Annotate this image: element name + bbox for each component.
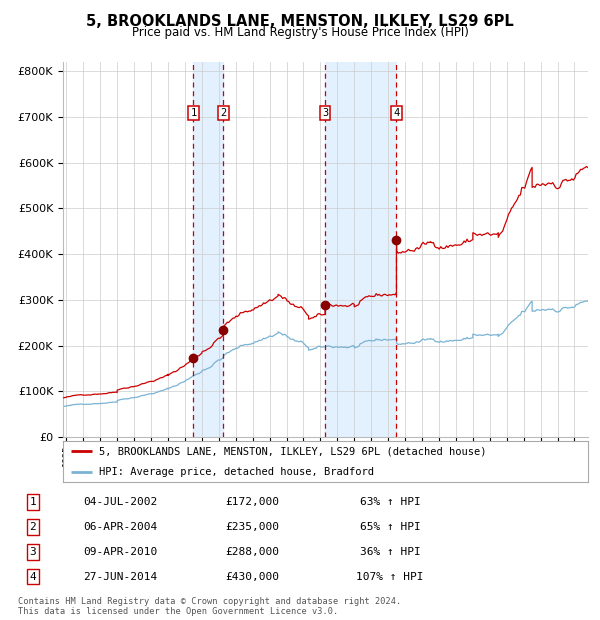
Text: £172,000: £172,000 — [225, 497, 279, 507]
Bar — [325, 62, 397, 437]
Text: HPI: Average price, detached house, Bradford: HPI: Average price, detached house, Brad… — [98, 467, 374, 477]
Text: 2: 2 — [29, 522, 37, 532]
Text: 5, BROOKLANDS LANE, MENSTON, ILKLEY, LS29 6PL: 5, BROOKLANDS LANE, MENSTON, ILKLEY, LS2… — [86, 14, 514, 29]
Text: 5, BROOKLANDS LANE, MENSTON, ILKLEY, LS29 6PL (detached house): 5, BROOKLANDS LANE, MENSTON, ILKLEY, LS2… — [98, 446, 486, 456]
Text: 4: 4 — [394, 108, 400, 118]
Text: 3: 3 — [322, 108, 328, 118]
Text: 2: 2 — [220, 108, 227, 118]
Text: 65% ↑ HPI: 65% ↑ HPI — [359, 522, 421, 532]
Text: 04-JUL-2002: 04-JUL-2002 — [83, 497, 157, 507]
Text: 63% ↑ HPI: 63% ↑ HPI — [359, 497, 421, 507]
Text: 27-JUN-2014: 27-JUN-2014 — [83, 572, 157, 582]
Text: 1: 1 — [190, 108, 197, 118]
Text: 06-APR-2004: 06-APR-2004 — [83, 522, 157, 532]
Text: 4: 4 — [29, 572, 37, 582]
Text: £430,000: £430,000 — [225, 572, 279, 582]
Text: £288,000: £288,000 — [225, 547, 279, 557]
Bar — [193, 62, 223, 437]
Text: 107% ↑ HPI: 107% ↑ HPI — [356, 572, 424, 582]
Text: Price paid vs. HM Land Registry's House Price Index (HPI): Price paid vs. HM Land Registry's House … — [131, 26, 469, 39]
Text: 1: 1 — [29, 497, 37, 507]
Text: 09-APR-2010: 09-APR-2010 — [83, 547, 157, 557]
Text: Contains HM Land Registry data © Crown copyright and database right 2024.
This d: Contains HM Land Registry data © Crown c… — [18, 597, 401, 616]
Text: £235,000: £235,000 — [225, 522, 279, 532]
Text: 3: 3 — [29, 547, 37, 557]
Text: 36% ↑ HPI: 36% ↑ HPI — [359, 547, 421, 557]
